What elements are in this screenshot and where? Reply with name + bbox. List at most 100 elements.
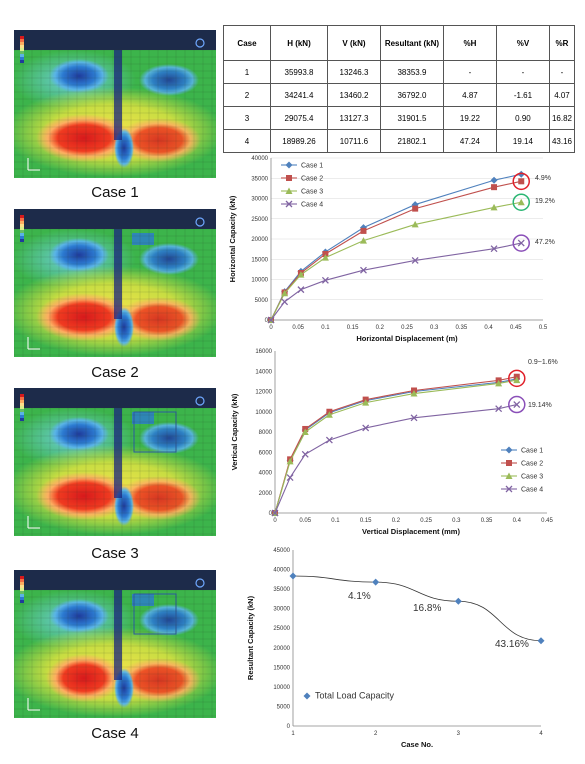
- data-point: [517, 239, 525, 247]
- y-tick-label: 15000: [251, 257, 268, 263]
- annotation-label: 19.14%: [528, 402, 552, 409]
- table-cell: 35993.8: [269, 60, 328, 84]
- data-point: [286, 474, 294, 482]
- data-point: [301, 450, 309, 458]
- annotation-label: 0.9~1.6%: [528, 359, 558, 366]
- data-point: [410, 390, 418, 397]
- table-header: %R: [548, 25, 576, 61]
- table-cell: 19.22: [442, 106, 497, 130]
- legend-label: Case 1: [301, 163, 323, 170]
- legend-label: Case 3: [301, 189, 323, 196]
- table-row: 3 29075.4 13127.3 31901.5 19.22 0.90 16.…: [223, 106, 576, 130]
- data-point: [285, 187, 293, 194]
- resultant-capacity-chart: 1 2 3 4 0 5000 10000 15000 20000 25000 30000 35000 4…: [246, 548, 545, 749]
- series-line: [274, 376, 517, 514]
- data-point: [517, 198, 525, 206]
- x-axis-label: Case No.: [401, 740, 433, 749]
- table-cell: 43.16: [548, 129, 576, 153]
- y-tick-label: 20000: [251, 237, 268, 243]
- data-point: [495, 405, 503, 413]
- table-cell: 18989.26: [269, 129, 328, 153]
- y-axis-label: Horizontal Capacity (kN): [228, 195, 237, 282]
- x-tick-label: 0.05: [292, 325, 304, 331]
- data-point: [359, 237, 367, 244]
- series-4: [271, 401, 521, 517]
- legend-item: Case 2: [281, 175, 323, 183]
- series-line: [270, 201, 522, 321]
- series-line: [270, 180, 522, 321]
- x-tick-label: 0.25: [401, 325, 413, 331]
- highlight-circle: [512, 234, 530, 252]
- fe-contour-case-1: [14, 30, 216, 178]
- data-point: [537, 637, 545, 645]
- table-cell: 3: [223, 106, 271, 130]
- y-tick-label: 35000: [251, 176, 268, 182]
- legend-item: Case 3: [501, 472, 543, 481]
- x-tick-label: 0.3: [430, 325, 439, 331]
- results-table: Case H (kN) V (kN) Resultant (kN) %H %V …: [223, 25, 576, 153]
- table-row: 2 34241.4 13460.2 36792.0 4.87 -1.61 4.0…: [223, 83, 576, 107]
- legend-item: Case 1: [281, 161, 323, 170]
- data-point: [360, 227, 367, 234]
- y-tick-label: 35000: [273, 587, 290, 593]
- table-cell: 13246.3: [326, 60, 381, 84]
- x-tick-label: 4: [539, 731, 543, 737]
- y-tick-label: 6000: [259, 450, 273, 456]
- data-point: [301, 428, 309, 435]
- annotation-label: 4.1%: [348, 591, 371, 602]
- highlight-circle: [512, 172, 530, 191]
- table-cell: 29075.4: [269, 106, 328, 130]
- highlight-circle: [512, 193, 530, 211]
- x-tick-label: 0.45: [510, 325, 522, 331]
- legend-label: Case 2: [301, 176, 323, 183]
- data-point: [321, 276, 329, 284]
- data-point: [285, 200, 293, 208]
- x-tick-label: 0.05: [299, 518, 311, 524]
- x-tick-label: 0.4: [484, 325, 493, 331]
- x-tick-label: 0.15: [347, 325, 359, 331]
- annotation-label: 16.8%: [413, 603, 441, 614]
- legend-item: Case 2: [501, 460, 543, 468]
- table-cell: 47.24: [442, 129, 497, 153]
- y-tick-label: 16000: [255, 349, 272, 355]
- x-axis-label: Vertical Displacement (mm): [362, 527, 460, 536]
- legend: Case 1 Case 2 Case 3 Case 4: [281, 161, 323, 209]
- table-cell: 0.90: [495, 106, 550, 130]
- y-tick-label: 10000: [251, 278, 268, 284]
- series-line: [270, 242, 522, 321]
- legend-item: Case 4: [281, 200, 323, 209]
- legend: Total Load Capacity: [303, 691, 395, 701]
- table-cell: 34241.4: [269, 83, 328, 107]
- data-point: [362, 399, 370, 406]
- x-tick-label: 0: [273, 518, 277, 524]
- data-point: [506, 460, 512, 466]
- table-cell: -: [495, 60, 550, 84]
- data-point: [325, 411, 333, 418]
- table-header: V (kN): [326, 25, 381, 61]
- y-tick-label: 20000: [273, 646, 290, 652]
- legend-item: Case 3: [281, 187, 323, 196]
- y-axis-label: Resultant Capacity (kN): [246, 595, 255, 680]
- series-line: [274, 404, 517, 514]
- x-tick-label: 0.2: [392, 518, 401, 524]
- x-tick-label: 2: [374, 731, 378, 737]
- data-point: [297, 271, 305, 278]
- table-header: Resultant (kN): [379, 25, 444, 61]
- y-tick-label: 4000: [259, 471, 273, 477]
- data-point: [517, 170, 525, 178]
- data-point: [297, 286, 305, 294]
- data-point: [518, 178, 525, 185]
- data-point: [490, 176, 498, 184]
- y-tick-label: 30000: [273, 607, 290, 613]
- data-point: [491, 184, 498, 191]
- table-cell: 19.14: [495, 129, 550, 153]
- x-tick-label: 0.25: [420, 518, 432, 524]
- data-point: [289, 572, 297, 580]
- annotation-label: 43.16%: [495, 639, 529, 650]
- data-point: [454, 597, 462, 605]
- data-point: [412, 205, 419, 212]
- x-tick-label: 0.1: [321, 325, 330, 331]
- table-cell: 36792.0: [379, 83, 444, 107]
- x-axis-label: Horizontal Displacement (m): [356, 334, 458, 343]
- y-tick-label: 45000: [273, 548, 290, 554]
